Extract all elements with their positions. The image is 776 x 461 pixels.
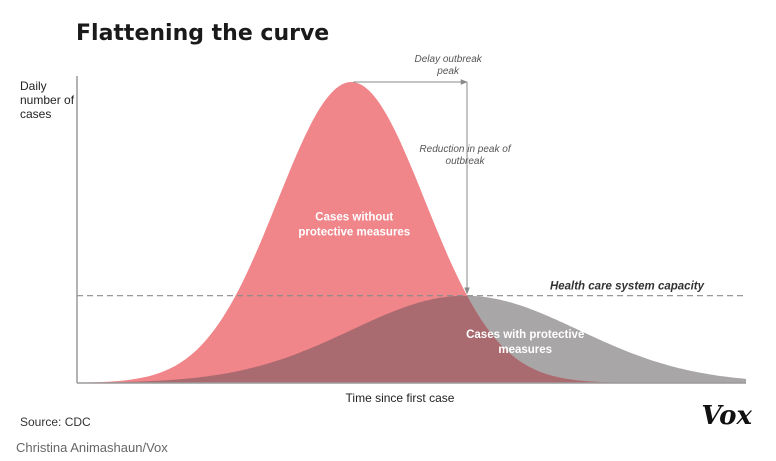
x-axis-label: Time since first case: [346, 391, 455, 405]
reduction-annotation-line-1: Reduction in peak of: [419, 144, 511, 155]
series-area-without-protective-measures: [77, 82, 746, 383]
series-label-with-line-1: Cases with protective: [466, 329, 584, 341]
series-overlap-area: [77, 295, 746, 383]
series-label-with-line-2: measures: [498, 344, 552, 356]
delay-annotation-line-2: peak: [436, 66, 460, 77]
chart-title: Flattening the curve: [76, 21, 329, 46]
source-note: Source: CDC: [20, 415, 91, 429]
series-label-without-line-2: protective measures: [298, 226, 410, 238]
y-axis-label-line-2: number of: [20, 93, 75, 107]
series-label-without-line-1: Cases without: [315, 211, 393, 223]
vox-logo: Vox: [701, 401, 752, 431]
capacity-label: Health care system capacity: [550, 281, 705, 293]
credit-note: Christina Animashaun/Vox: [16, 440, 168, 455]
y-axis-label-line-1: Daily: [20, 79, 47, 93]
delay-annotation-line-1: Delay outbreak: [415, 54, 483, 65]
reduction-annotation-line-2: outbreak: [446, 156, 486, 167]
y-axis-label-line-3: cases: [20, 107, 51, 121]
